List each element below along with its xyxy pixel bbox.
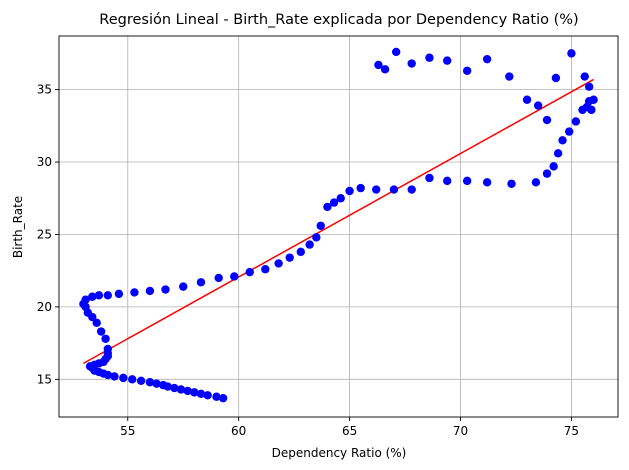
data-point: [542, 115, 552, 125]
data-point: [380, 65, 390, 74]
x-tick-label: 60: [231, 424, 246, 438]
data-point: [170, 383, 179, 393]
data-point: [564, 127, 574, 136]
data-point: [323, 202, 332, 212]
data-point: [285, 253, 294, 262]
data-point: [345, 186, 354, 196]
data-point: [316, 221, 325, 230]
y-tick-label: 25: [37, 227, 52, 241]
data-point: [462, 176, 472, 186]
data-point: [407, 185, 416, 194]
data-point: [145, 378, 155, 387]
data-point: [161, 285, 170, 294]
data-point: [584, 82, 594, 91]
data-point: [103, 344, 113, 354]
x-tick-label: 55: [120, 424, 135, 438]
data-point: [245, 267, 254, 277]
x-axis-ticks: 55 60 65 70 75: [120, 417, 579, 438]
data-point: [196, 278, 206, 287]
data-point: [462, 66, 472, 75]
y-tick-label: 15: [37, 372, 52, 386]
data-point: [190, 388, 199, 397]
data-point: [542, 169, 552, 178]
data-point: [522, 95, 532, 104]
data-point: [230, 272, 239, 281]
data-point: [96, 327, 106, 336]
data-point: [389, 185, 399, 194]
data-point: [176, 385, 186, 394]
y-tick-label: 35: [37, 83, 52, 97]
data-point: [482, 178, 492, 187]
data-point: [218, 393, 228, 403]
y-tick-label: 30: [37, 155, 52, 169]
y-axis-ticks: 15 20 25 30 35: [37, 83, 59, 386]
data-point: [407, 59, 416, 68]
data-point: [128, 375, 137, 384]
data-point: [329, 198, 339, 207]
data-point: [567, 49, 576, 58]
data-point: [179, 282, 188, 291]
data-point: [551, 73, 561, 83]
data-point: [214, 273, 223, 283]
data-point: [553, 149, 563, 158]
data-point: [425, 173, 434, 183]
data-point: [130, 288, 139, 297]
data-point: [183, 386, 192, 396]
data-point: [507, 179, 516, 188]
data-point: [88, 292, 97, 301]
data-point: [336, 194, 345, 203]
data-point: [110, 372, 119, 381]
data-point: [531, 178, 541, 187]
data-point: [374, 60, 383, 70]
data-point: [136, 376, 146, 385]
x-axis-label: Dependency Ratio (%): [272, 446, 407, 460]
data-point: [391, 47, 401, 57]
data-point: [145, 286, 155, 296]
x-tick-label: 70: [453, 424, 468, 438]
data-point: [533, 101, 543, 110]
y-tick-label: 20: [37, 300, 52, 314]
data-point: [580, 72, 589, 81]
data-point: [442, 176, 452, 186]
data-point: [425, 53, 434, 62]
data-point: [505, 72, 514, 81]
data-point: [94, 291, 104, 300]
data-point: [587, 105, 596, 115]
data-point: [305, 240, 314, 249]
plot-frame: [58, 35, 619, 418]
data-point: [274, 259, 283, 268]
chart-title: Regresión Lineal - Birth_Rate explicada …: [99, 12, 578, 28]
data-point: [442, 56, 452, 65]
data-points: [79, 47, 598, 403]
grid: [59, 36, 618, 417]
regression-line-group: [83, 78, 594, 365]
data-point: [589, 95, 598, 104]
data-point: [159, 380, 168, 390]
x-tick-label: 75: [564, 424, 579, 438]
data-point: [103, 291, 113, 300]
x-tick-label: 65: [342, 424, 357, 438]
data-point: [549, 162, 558, 171]
data-point: [356, 183, 365, 193]
data-point: [372, 185, 381, 194]
data-point: [152, 379, 161, 388]
data-point: [482, 54, 492, 64]
data-point: [101, 334, 110, 343]
data-point: [119, 373, 128, 383]
data-point: [196, 389, 206, 399]
data-point: [81, 295, 90, 304]
data-point: [114, 289, 124, 299]
data-point: [296, 247, 305, 257]
data-point: [558, 136, 567, 145]
data-point: [203, 391, 212, 400]
data-point: [261, 265, 270, 274]
regression-line: [83, 78, 594, 365]
data-point: [92, 318, 101, 328]
data-point: [212, 392, 221, 401]
data-point: [312, 233, 321, 242]
data-point: [571, 117, 581, 126]
y-axis-label: Birth_Rate: [11, 196, 25, 258]
